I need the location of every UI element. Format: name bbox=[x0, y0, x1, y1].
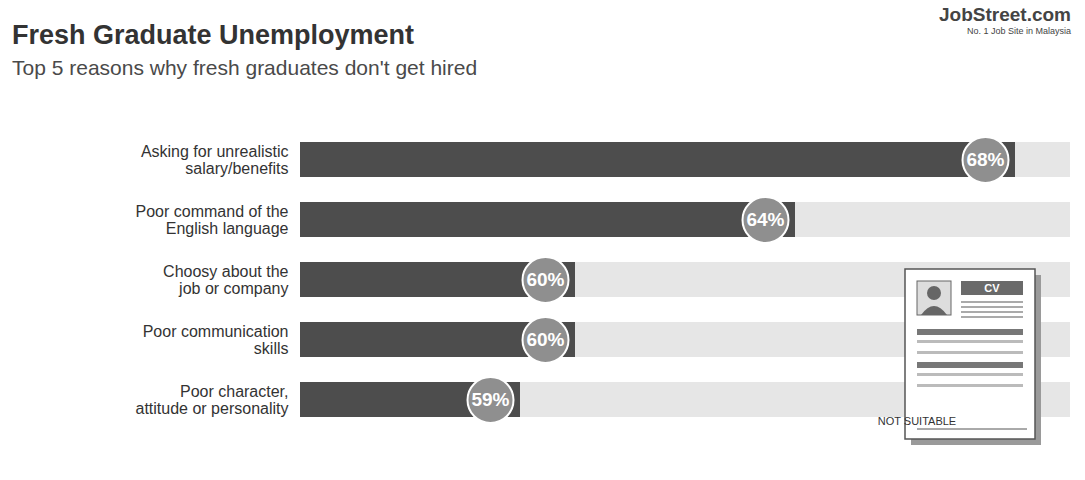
svg-text:Poor command of theEnglish lan: Poor command of theEnglish language bbox=[136, 203, 289, 238]
svg-text:Choosy about thejob or company: Choosy about thejob or company bbox=[163, 263, 289, 298]
svg-text:Asking for unrealisticsalary/b: Asking for unrealisticsalary/benefits bbox=[141, 143, 289, 178]
svg-text:60%: 60% bbox=[526, 329, 564, 350]
svg-text:CV: CV bbox=[984, 282, 1000, 294]
html-text:No. 1 Job Site in Malaysia: No. 1 Job Site in Malaysia bbox=[966, 26, 1071, 36]
svg-text:Poor communicationskills: Poor communicationskills bbox=[143, 323, 289, 358]
svg-text:60%: 60% bbox=[526, 269, 564, 290]
svg-text:68%: 68% bbox=[966, 149, 1004, 170]
svg-text:59%: 59% bbox=[471, 389, 509, 410]
svg-text:NOT SUITABLE: NOT SUITABLE bbox=[878, 415, 956, 427]
html-text:JobStreet.com: JobStreet.com bbox=[939, 4, 1071, 25]
svg-text:Poor character,attitude or per: Poor character,attitude or personality bbox=[136, 383, 289, 418]
html-text:Fresh Graduate Unemployment: Fresh Graduate Unemployment bbox=[12, 20, 415, 50]
html-text:Top 5 reasons why fresh gradua: Top 5 reasons why fresh graduates don't … bbox=[12, 56, 478, 79]
svg-text:64%: 64% bbox=[746, 209, 784, 230]
